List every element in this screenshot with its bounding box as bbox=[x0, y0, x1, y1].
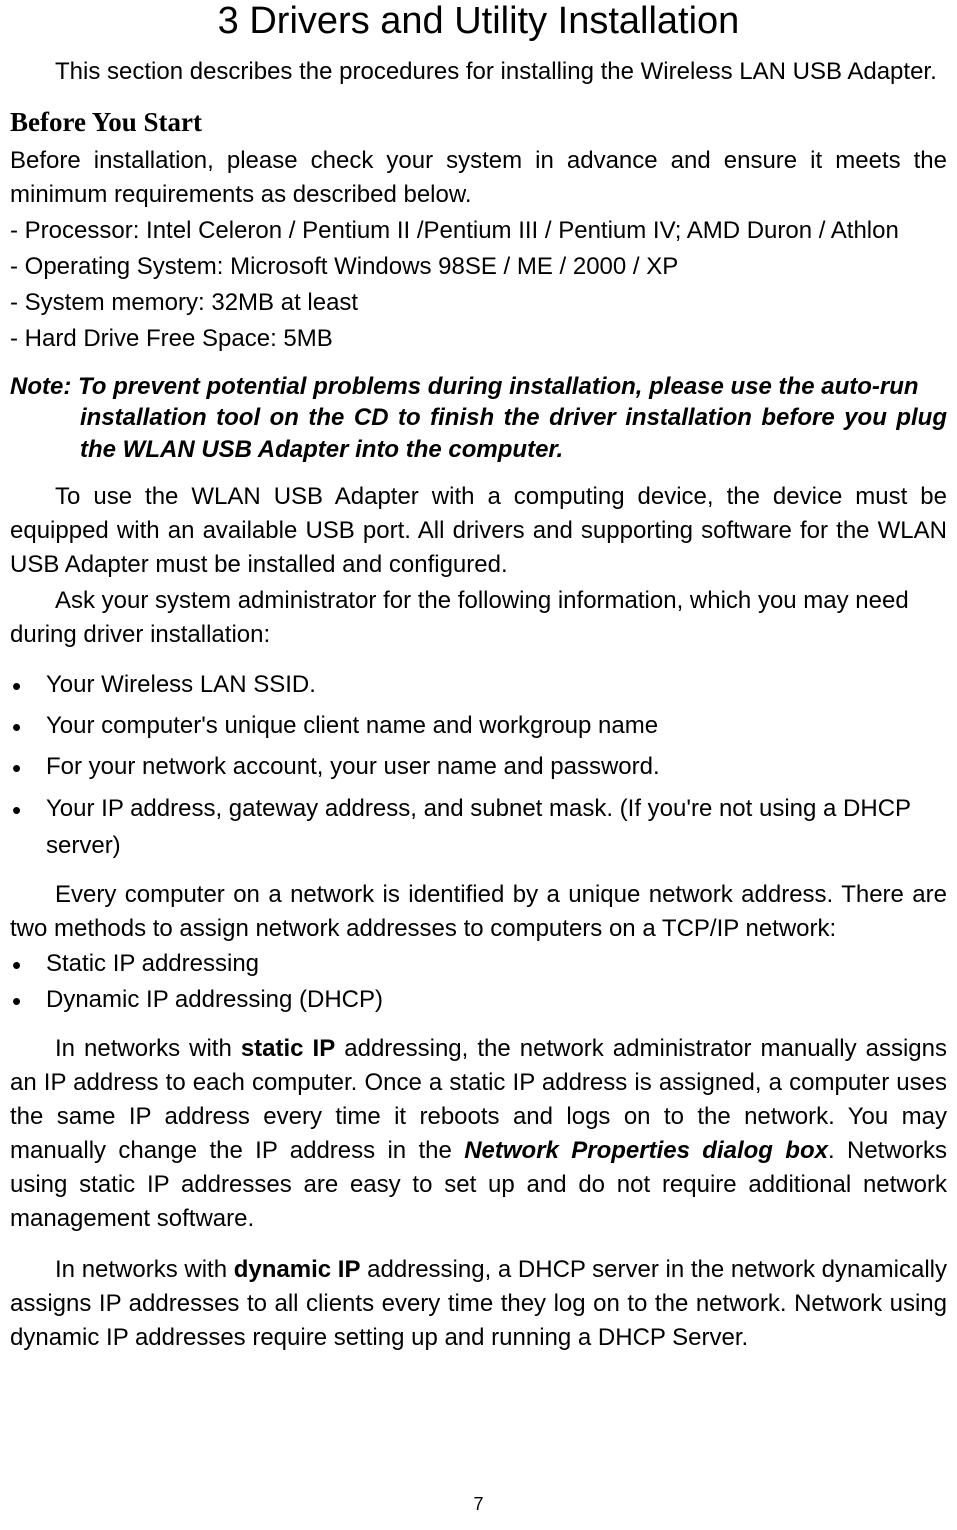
req-memory: - System memory: 32MB at least bbox=[10, 286, 947, 320]
method-dynamic: Dynamic IP addressing (DHCP) bbox=[10, 982, 947, 1018]
dynamic-ip-paragraph: In networks with dynamic IP addressing, … bbox=[10, 1253, 947, 1355]
bullet-ssid: Your Wireless LAN SSID. bbox=[10, 666, 947, 703]
bullet-ip: Your IP address, gateway address, and su… bbox=[10, 790, 947, 864]
req-os: - Operating System: Microsoft Windows 98… bbox=[10, 250, 947, 284]
addressing-lead: Every computer on a network is identifie… bbox=[10, 878, 947, 946]
note-rest: installation tool on the CD to finish th… bbox=[10, 402, 947, 465]
info-bullet-list: Your Wireless LAN SSID. Your computer's … bbox=[10, 666, 947, 864]
page-title: 3 Drivers and Utility Installation bbox=[10, 0, 947, 43]
method-static: Static IP addressing bbox=[10, 946, 947, 982]
before-lead: Before installation, please check your s… bbox=[10, 144, 947, 212]
before-you-start-heading: Before You Start bbox=[10, 107, 947, 138]
dynamic-bold: dynamic IP bbox=[234, 1256, 361, 1283]
usage-p1: To use the WLAN USB Adapter with a compu… bbox=[10, 480, 947, 582]
dynamic-prefix: In networks with bbox=[55, 1256, 234, 1283]
static-bold: static IP bbox=[241, 1035, 335, 1062]
bullet-credentials: For your network account, your user name… bbox=[10, 748, 947, 785]
note-block: Note: To prevent potential problems duri… bbox=[10, 371, 947, 466]
static-bi: Network Properties dialog box bbox=[464, 1137, 828, 1164]
note-line1: Note: To prevent potential problems duri… bbox=[10, 373, 919, 400]
usage-p2: Ask your system administrator for the fo… bbox=[10, 584, 947, 652]
intro-paragraph: This section describes the procedures fo… bbox=[10, 55, 947, 89]
req-processor: - Processor: Intel Celeron / Pentium II … bbox=[10, 214, 947, 248]
bullet-client-name: Your computer's unique client name and w… bbox=[10, 707, 947, 744]
req-hdd: - Hard Drive Free Space: 5MB bbox=[10, 322, 947, 356]
addressing-method-list: Static IP addressing Dynamic IP addressi… bbox=[10, 946, 947, 1018]
page-number: 7 bbox=[0, 1494, 957, 1515]
static-ip-paragraph: In networks with static IP addressing, t… bbox=[10, 1032, 947, 1236]
static-prefix: In networks with bbox=[55, 1035, 241, 1062]
